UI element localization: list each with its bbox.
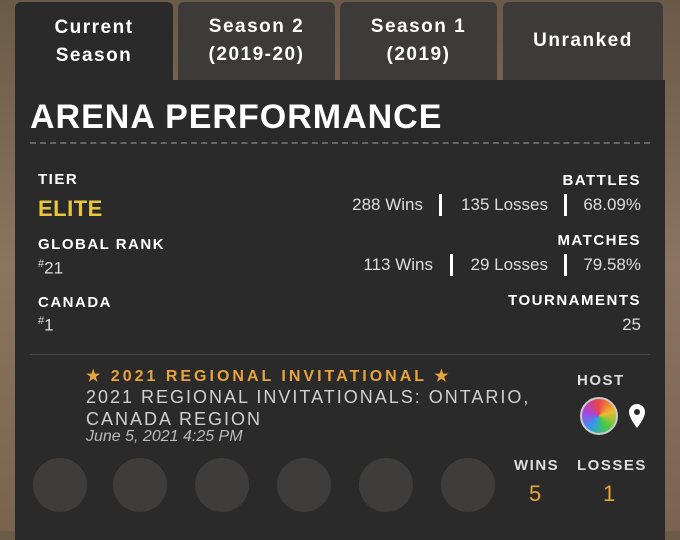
host-avatar[interactable] (580, 397, 618, 435)
stat-label: TOURNAMENTS (508, 292, 641, 309)
divider (30, 142, 650, 144)
tournaments: 25 (622, 315, 641, 334)
divider (30, 354, 650, 355)
wins: 113 Wins (363, 255, 433, 274)
stat-label: CANADA (38, 294, 112, 311)
stat-label: MATCHES (557, 232, 641, 249)
event-name: 2021 REGIONAL INVITATIONALS: ONTARIO, CA… (86, 387, 531, 429)
rank-prefix: # (38, 258, 45, 270)
tab[interactable]: Current Season (15, 2, 173, 82)
pokemon-icon (359, 458, 413, 512)
pokemon-icon (33, 458, 87, 512)
separator (564, 254, 567, 276)
separator (564, 194, 567, 216)
stat-label: BATTLES (562, 172, 641, 189)
wins-label: WINS (514, 457, 560, 474)
host-label: HOST (577, 372, 625, 389)
stat-label: GLOBAL RANK (38, 236, 166, 253)
rate: 79.58% (583, 255, 641, 274)
pokemon-icon (113, 458, 167, 512)
event-wins: 5 (529, 481, 542, 506)
rate: 68.09% (583, 195, 641, 214)
location-icon[interactable] (627, 403, 647, 429)
pokemon-icon (277, 458, 331, 512)
rank-prefix: # (38, 315, 45, 327)
event-losses: 1 (603, 481, 616, 506)
tab[interactable]: Season 2 (2019-20) (178, 2, 335, 80)
losses-label: LOSSES (577, 457, 647, 474)
losses: 135 Losses (461, 195, 548, 214)
event-heading: ★ 2021 REGIONAL INVITATIONAL ★ (86, 368, 452, 385)
pokemon-icon (195, 458, 249, 512)
tab[interactable]: Season 1 (2019) (340, 2, 497, 80)
rank-value: 1 (44, 315, 54, 335)
losses: 29 Losses (470, 255, 549, 274)
stat-label: TIER (38, 171, 79, 188)
event-date: June 5, 2021 4:25 PM (86, 428, 243, 445)
pokemon-icon (441, 458, 495, 512)
tab[interactable]: Unranked (503, 2, 663, 80)
tier-value: ELITE (38, 196, 103, 221)
panel (15, 80, 665, 540)
separator (450, 254, 453, 276)
separator (439, 194, 442, 216)
title: ARENA PERFORMANCE (30, 98, 443, 136)
rank-value: 21 (44, 258, 64, 278)
wins: 288 Wins (352, 195, 423, 214)
